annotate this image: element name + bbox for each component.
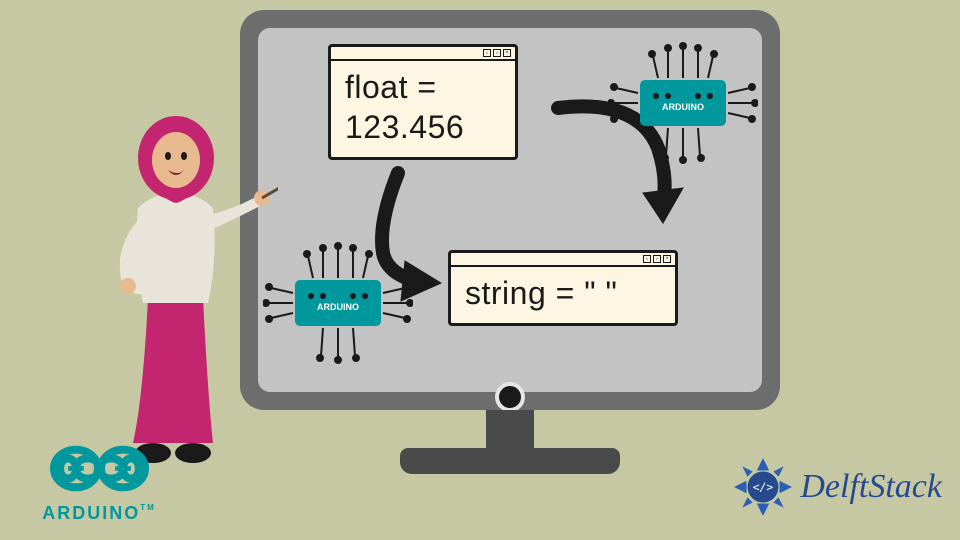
arduino-infinity-icon [42,441,157,496]
monitor-neck [486,410,534,452]
window-arrow-right-icon: › [653,255,661,263]
circuit-chip-icon: ARDUINO [608,38,758,168]
arduino-wordmark: ARDUINOTM [24,503,174,524]
window-arrow-left-icon: ‹ [483,49,491,57]
window-titlebar: ‹ › × [331,47,515,61]
delftstack-badge-icon: </> [732,456,794,518]
monitor-screen: ‹ › × float = 123.456 ‹ › × string = " " [258,28,762,392]
monitor-bezel: ‹ › × float = 123.456 ‹ › × string = " " [240,10,780,410]
teacher-figure [78,98,278,478]
circuit-chip-icon: ARDUINO [263,238,413,368]
monitor: ‹ › × float = 123.456 ‹ › × string = " " [240,10,780,480]
string-code-content: string = " " [451,267,675,323]
monitor-base [400,448,620,474]
float-code-content: float = 123.456 [331,61,515,157]
svg-text:</>: </> [753,480,774,494]
float-code-box: ‹ › × float = 123.456 [328,44,518,160]
window-arrow-right-icon: › [493,49,501,57]
arduino-logo: ARDUINOTM [24,441,174,524]
chip-label: ARDUINO [317,302,359,312]
window-arrow-left-icon: ‹ [643,255,651,263]
window-close-icon: × [503,49,511,57]
window-close-icon: × [663,255,671,263]
window-titlebar: ‹ › × [451,253,675,267]
float-line2: 123.456 [345,109,464,145]
delftstack-wordmark: DelftStack [800,468,942,506]
delftstack-logo: </> DelftStack [732,456,942,518]
chip-label: ARDUINO [662,102,704,112]
float-line1: float = [345,69,437,105]
string-line1: string = " " [465,275,617,311]
